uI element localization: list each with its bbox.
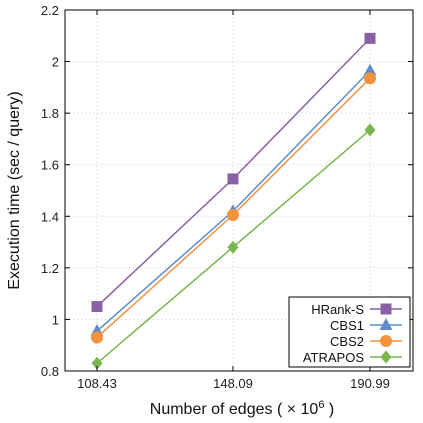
series-layer <box>90 32 377 370</box>
x-axis-title-superscript: 6 <box>318 399 324 411</box>
data-point-cbs2 <box>364 72 376 85</box>
legend-marker-hrank-s <box>380 303 392 315</box>
legend-label-cbs2: CBS2 <box>330 334 364 349</box>
y-tick-label: 1.4 <box>41 209 59 224</box>
y-tick-label: 1.2 <box>41 261 59 276</box>
legend-marker-cbs2 <box>380 335 392 347</box>
data-point-hrank-s <box>91 301 103 313</box>
x-tick-label: 190.99 <box>350 376 390 391</box>
y-tick-label: 2.2 <box>41 3 59 18</box>
y-tick-label: 1.8 <box>41 106 59 121</box>
legend-label-cbs1: CBS1 <box>330 318 364 333</box>
y-tick-label: 1 <box>52 312 59 327</box>
y-tick-label: 1.6 <box>41 158 59 173</box>
data-point-cbs2 <box>227 208 239 221</box>
legend-marker-atrapos <box>380 350 392 364</box>
x-tick-label: 108.43 <box>77 376 117 391</box>
y-tick-label: 2 <box>52 55 59 70</box>
legend-label-hrank-s: HRank-S <box>311 302 364 317</box>
x-axis-title-main: Number of edges ( × 10 <box>150 401 319 418</box>
x-axis-title-suffix: ) <box>324 401 334 418</box>
legend-label-atrapos: ATRAPOS <box>303 350 364 365</box>
x-tick-label: 148.09 <box>213 376 253 391</box>
series-hrank-s <box>91 32 376 313</box>
y-tick-label: 0.8 <box>41 364 59 379</box>
series-cbs2 <box>91 72 376 344</box>
data-point-atrapos <box>91 356 103 370</box>
x-axis-title: Number of edges ( × 106 ) <box>150 399 334 418</box>
data-point-cbs1 <box>363 63 377 76</box>
data-point-atrapos <box>227 240 239 254</box>
axis-ticks: 0.8 1 1.2 1.4 1.6 1.8 2 2.2 108.43 148.09 190.99 <box>41 3 413 391</box>
data-point-hrank-s <box>364 32 376 44</box>
data-point-atrapos <box>364 123 376 137</box>
series-atrapos <box>91 123 376 370</box>
y-axis-title: Execution time (sec / query) <box>6 91 23 289</box>
data-point-cbs2 <box>91 331 103 344</box>
plot-area-frame <box>64 9 414 372</box>
legend-marker-cbs1 <box>379 318 393 330</box>
data-point-hrank-s <box>227 173 239 185</box>
